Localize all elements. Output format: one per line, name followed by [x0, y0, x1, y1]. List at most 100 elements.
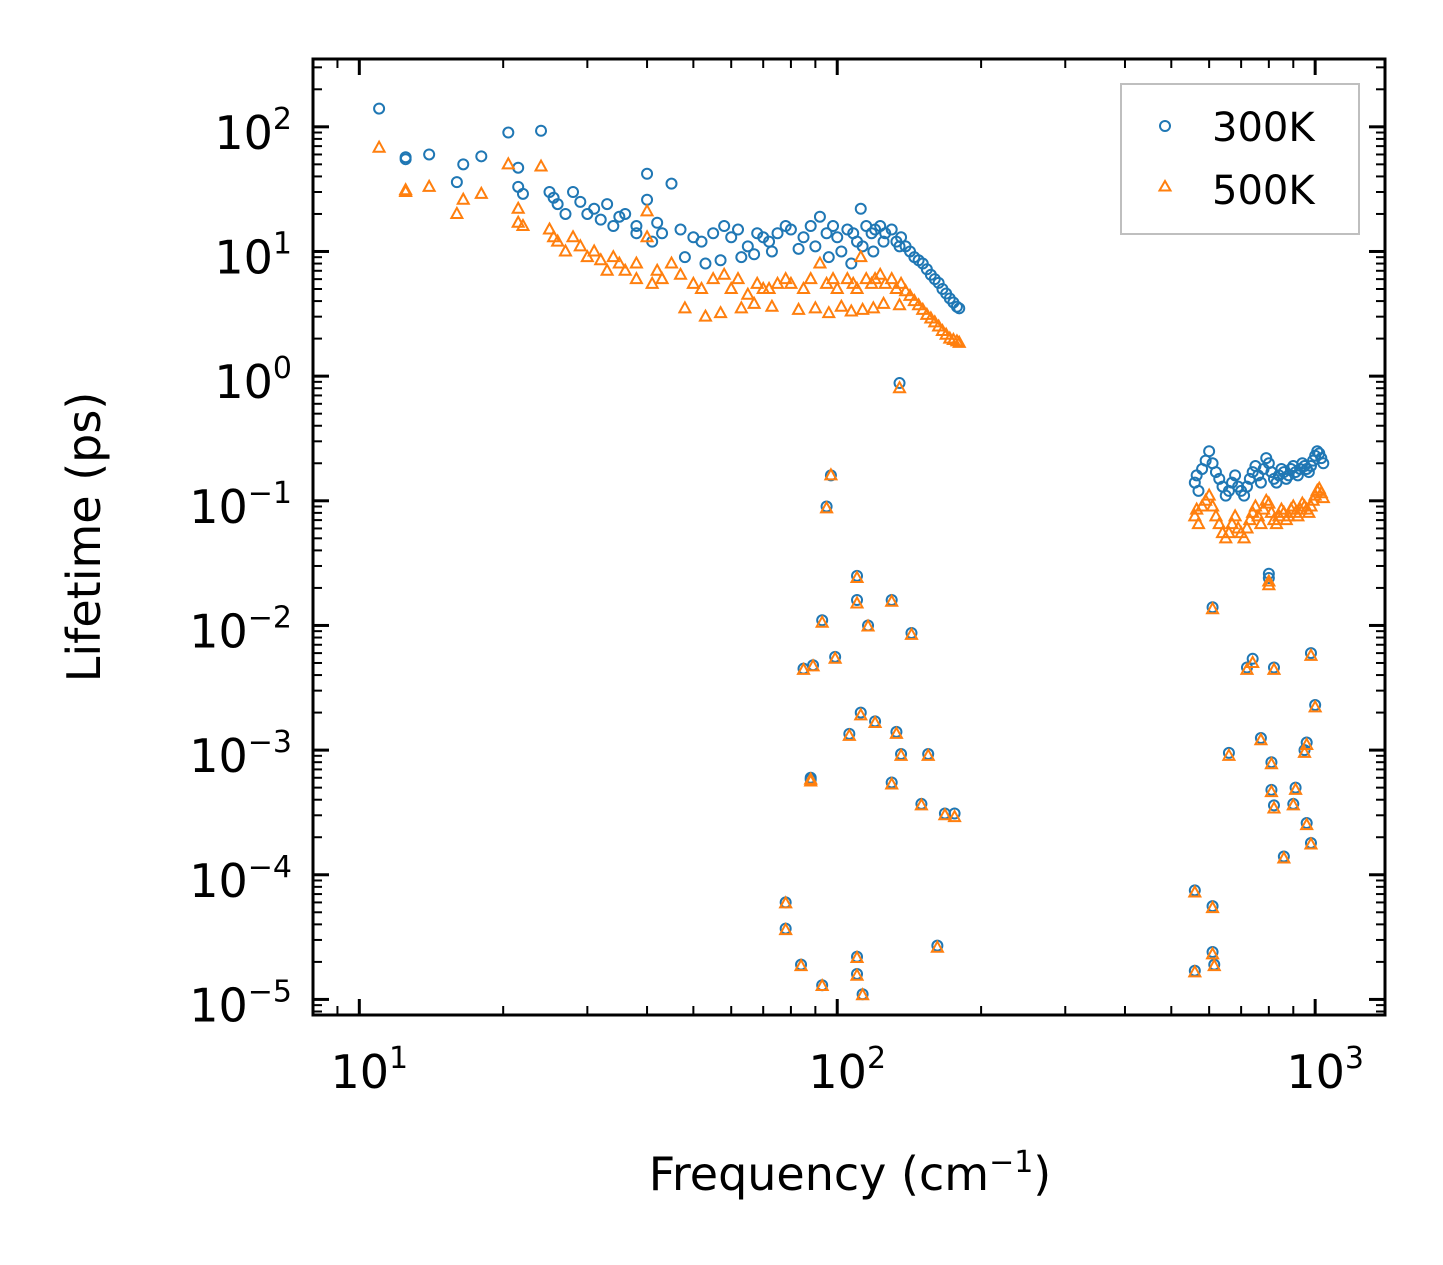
- point-500k-100: [884, 593, 899, 607]
- point-500k-189: [1264, 756, 1279, 770]
- point-500k-81: [698, 308, 713, 322]
- point-500k-143: [1236, 530, 1252, 544]
- point-500k-57: [859, 271, 874, 285]
- point-500k-181: [1239, 661, 1255, 675]
- point-500k-129: [1191, 516, 1206, 530]
- point-300k-4: [450, 176, 463, 189]
- point-500k-12: [542, 221, 557, 235]
- point-300k-49: [813, 210, 826, 223]
- point-500k-36: [705, 271, 721, 285]
- legend-box: [1120, 83, 1360, 235]
- point-500k-110: [889, 725, 904, 739]
- point-500k-95: [892, 380, 907, 394]
- tick-labels: 101 102 103 102 101 100 10−1 10−2 10−3 10−4 10−5: [189, 102, 1364, 1099]
- point-500k-126: [930, 939, 945, 953]
- legend-marker-500k: [1157, 179, 1173, 192]
- point-300k-58: [865, 227, 878, 240]
- point-500k-28: [649, 262, 665, 276]
- point-300k-73: [932, 276, 945, 289]
- point-500k-96: [823, 467, 839, 481]
- point-500k-11: [533, 158, 549, 172]
- point-300k-46: [784, 223, 797, 236]
- point-300k-19: [588, 202, 601, 215]
- point-300k-23: [613, 210, 626, 223]
- y-tick-label: 101: [214, 226, 292, 284]
- y-tick-label: 10−3: [189, 725, 292, 783]
- point-300k-10: [516, 187, 529, 200]
- point-500k-33: [673, 266, 688, 280]
- point-300k-180: [1246, 652, 1259, 665]
- point-500k-97: [819, 500, 834, 514]
- point-300k-24: [619, 207, 632, 220]
- point-300k-35: [695, 235, 708, 248]
- point-300k-89: [835, 245, 848, 258]
- x-axis-label: Frequency (cm−1): [649, 1145, 1052, 1201]
- point-300k-26: [641, 167, 654, 180]
- point-300k-93: [877, 235, 890, 248]
- point-500k-182: [1266, 661, 1282, 675]
- point-500k-147: [1248, 498, 1263, 512]
- point-500k-49: [812, 255, 828, 269]
- point-300k-48: [804, 220, 817, 233]
- point-500k-122: [814, 977, 830, 992]
- point-300k-44: [771, 227, 784, 240]
- point-500k-200: [1207, 958, 1222, 972]
- point-300k-179: [1262, 572, 1275, 585]
- point-500k-25: [629, 255, 644, 269]
- point-500k-118: [947, 809, 962, 823]
- point-300k-29: [665, 177, 678, 190]
- legend-label-500k: 500K: [1212, 168, 1316, 214]
- point-500k-123: [849, 949, 865, 963]
- point-500k-94: [892, 297, 907, 311]
- point-300k-83: [735, 251, 748, 264]
- point-500k-169: [1301, 504, 1317, 518]
- point-500k-179: [1261, 577, 1277, 591]
- point-500k-184: [1307, 699, 1323, 713]
- point-300k-88: [822, 251, 835, 264]
- point-500k-89: [834, 298, 849, 312]
- point-500k-176: [1316, 490, 1331, 504]
- point-500k-38: [724, 280, 739, 295]
- point-500k-150: [1256, 501, 1271, 515]
- point-300k-87: [809, 240, 822, 253]
- y-tick-label: 10−1: [189, 476, 292, 534]
- point-500k-194: [1299, 817, 1314, 831]
- point-500k-45: [778, 271, 793, 285]
- point-300k-0: [373, 102, 386, 115]
- point-300k-5: [457, 158, 470, 171]
- point-500k-120: [778, 922, 793, 936]
- y-axis-label: Lifetime (ps): [57, 392, 111, 683]
- point-500k-92: [866, 300, 881, 314]
- point-300k-92: [867, 245, 880, 258]
- point-500k-37: [716, 266, 732, 280]
- point-500k-106: [796, 661, 811, 675]
- point-500k-121: [793, 958, 809, 972]
- point-300k-81: [699, 257, 712, 270]
- point-500k-4: [449, 205, 465, 219]
- point-500k-55: [849, 280, 865, 295]
- point-300k-192: [1267, 799, 1280, 812]
- point-500k-152: [1261, 495, 1277, 509]
- point-500k-116: [914, 797, 929, 811]
- point-500k-185: [1221, 747, 1237, 761]
- point-500k-15: [558, 243, 573, 257]
- point-300k-40: [741, 240, 754, 253]
- point-300k-47: [797, 231, 810, 244]
- legend-marker-300k: [1159, 120, 1171, 132]
- point-500k-112: [921, 747, 936, 761]
- point-500k-51: [825, 271, 841, 285]
- point-500k-105: [805, 658, 821, 672]
- point-500k-32: [654, 271, 670, 285]
- legend-label-300k: 300K: [1212, 105, 1316, 151]
- point-300k-79: [953, 302, 966, 315]
- point-300k-38: [725, 231, 738, 244]
- x-tick-label: 101: [330, 1041, 408, 1099]
- point-500k-6: [474, 185, 489, 199]
- point-500k-93: [876, 295, 891, 309]
- point-300k-134: [1209, 466, 1222, 479]
- point-300k-37: [718, 220, 731, 233]
- point-500k-62: [884, 271, 899, 285]
- point-500k-192: [1266, 800, 1282, 814]
- point-500k-24: [617, 262, 633, 276]
